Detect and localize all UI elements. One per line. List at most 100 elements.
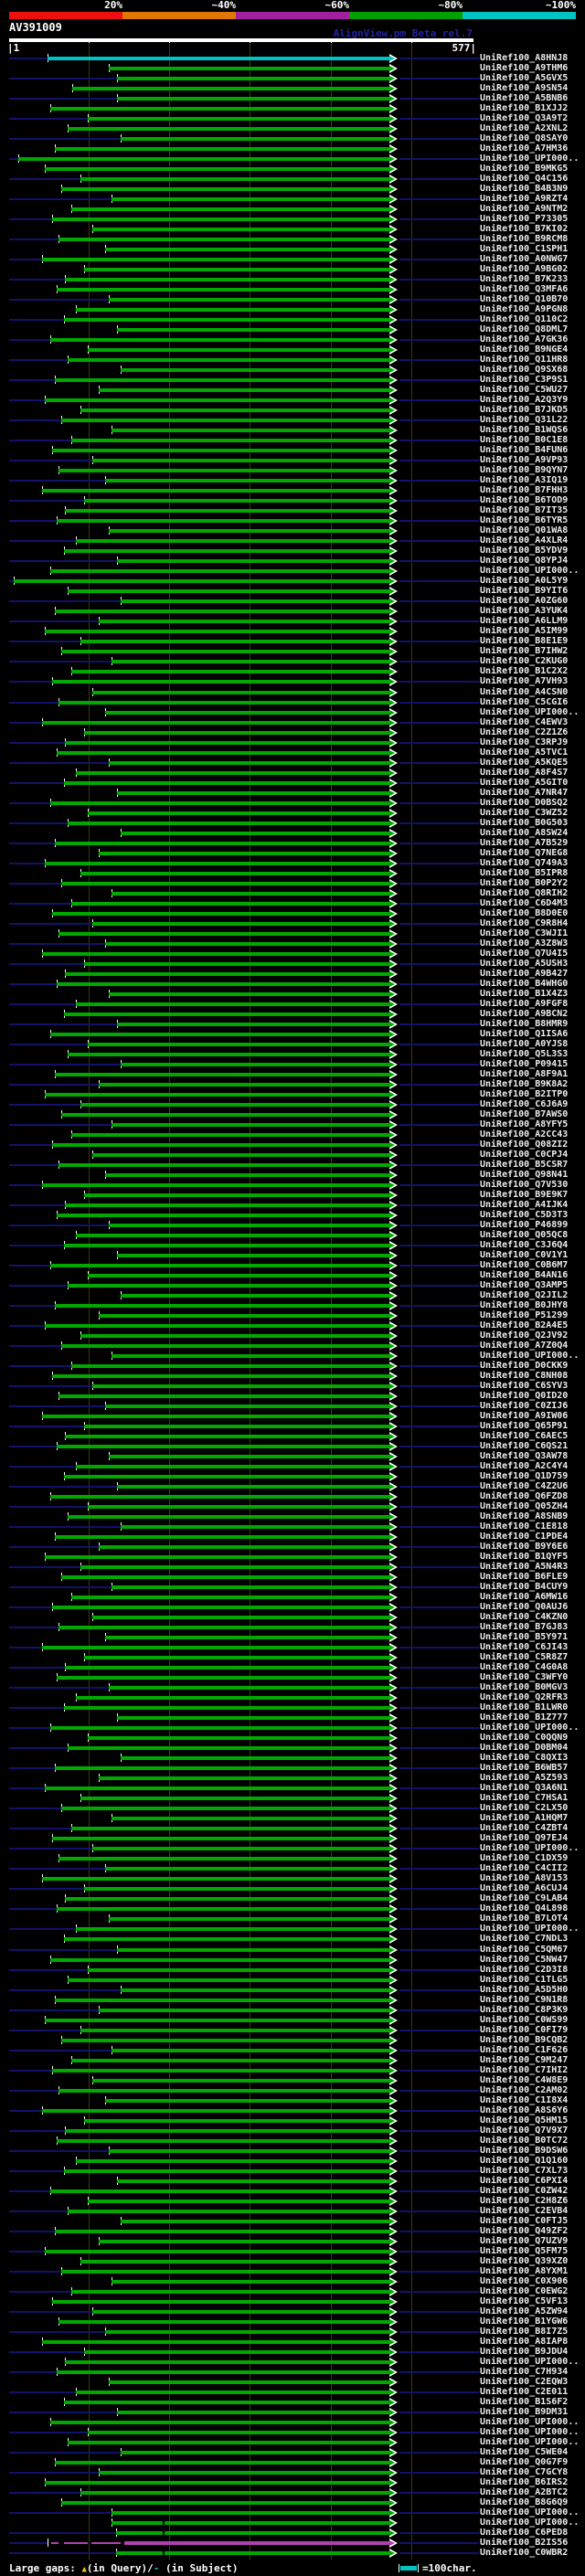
alignment-bar[interactable] xyxy=(109,2149,389,2153)
alignment-bar[interactable] xyxy=(109,1686,389,1690)
subject-label[interactable]: UniRef100_B9Y6E6 xyxy=(480,1542,569,1552)
subject-label[interactable]: UniRef100_C1PDE4 xyxy=(480,1532,569,1542)
alignment-bar[interactable] xyxy=(65,509,389,513)
subject-label[interactable]: UniRef100_C0FI79 xyxy=(480,2025,569,2035)
alignment-bar[interactable] xyxy=(84,1193,389,1197)
subject-label[interactable]: UniRef100_UPI000.. xyxy=(480,2518,580,2528)
alignment-bar[interactable] xyxy=(61,1575,389,1579)
subject-label[interactable]: UniRef100_UPI000.. xyxy=(480,2507,580,2518)
subject-label[interactable]: UniRef100_Q2JV92 xyxy=(480,1330,569,1341)
alignment-bar[interactable] xyxy=(92,1847,389,1850)
alignment-bar[interactable] xyxy=(99,2471,389,2475)
subject-label[interactable]: UniRef100_Q8DML7 xyxy=(480,324,569,334)
subject-label[interactable]: UniRef100_Q01WA8 xyxy=(480,525,569,535)
subject-label[interactable]: UniRef100_C7HSA1 xyxy=(480,1793,569,1803)
alignment-bar[interactable] xyxy=(117,1254,389,1257)
alignment-bar[interactable] xyxy=(57,288,389,292)
alignment-bar[interactable] xyxy=(121,1988,389,1992)
alignment-bar[interactable] xyxy=(84,731,389,735)
alignment-bar[interactable] xyxy=(64,1706,389,1710)
subject-label[interactable]: UniRef100_C0EWG2 xyxy=(480,2286,569,2296)
subject-label[interactable]: UniRef100_C4ZBT4 xyxy=(480,1823,569,1833)
subject-label[interactable]: UniRef100_B9E9K7 xyxy=(480,1190,569,1200)
alignment-bar[interactable] xyxy=(57,2370,389,2374)
subject-label[interactable]: UniRef100_C2LX50 xyxy=(480,1803,569,1813)
subject-label[interactable]: UniRef100_UPI000.. xyxy=(480,566,580,576)
alignment-bar[interactable] xyxy=(61,419,389,422)
subject-label[interactable]: UniRef100_Q3A6N1 xyxy=(480,1783,569,1793)
subject-label[interactable]: UniRef100_A2C4Y4 xyxy=(480,1461,569,1471)
alignment-bar[interactable] xyxy=(58,1394,389,1398)
alignment-bar[interactable] xyxy=(76,1465,389,1468)
alignment-bar[interactable] xyxy=(84,1887,389,1891)
alignment-bar[interactable] xyxy=(84,2119,389,2123)
alignment-bar[interactable] xyxy=(45,1555,389,1559)
subject-label[interactable]: UniRef100_B7JKD5 xyxy=(480,405,569,415)
alignment-bar[interactable] xyxy=(88,2200,389,2203)
subject-label[interactable]: UniRef100_UPI000.. xyxy=(480,2417,580,2427)
subject-label[interactable]: UniRef100_C0WBR2 xyxy=(480,2548,569,2558)
subject-label[interactable]: UniRef100_C5NW47 xyxy=(480,1955,569,1965)
subject-label[interactable]: UniRef100_C4KZN0 xyxy=(480,1612,569,1622)
alignment-bar[interactable] xyxy=(42,489,389,493)
subject-label[interactable]: UniRef100_UPI000.. xyxy=(480,1924,580,1934)
alignment-bar[interactable] xyxy=(92,1384,389,1388)
subject-label[interactable]: UniRef100_B6IRS2 xyxy=(480,2477,569,2487)
alignment-bar[interactable] xyxy=(84,1425,389,1428)
subject-label[interactable]: UniRef100_B0C1E8 xyxy=(480,435,569,445)
alignment-bar[interactable] xyxy=(92,2079,389,2083)
subject-label[interactable]: UniRef100_B1YGW6 xyxy=(480,2316,569,2327)
alignment-bar[interactable] xyxy=(65,1203,389,1207)
subject-label[interactable]: UniRef100_B9DM31 xyxy=(480,2407,569,2417)
alignment-bar[interactable] xyxy=(105,479,389,482)
subject-label[interactable]: UniRef100_C0WS99 xyxy=(480,2015,569,2025)
subject-label[interactable]: UniRef100_A5TVC1 xyxy=(480,747,569,758)
alignment-bar[interactable] xyxy=(58,2089,389,2093)
alignment-bar[interactable] xyxy=(45,1093,389,1097)
subject-label[interactable]: UniRef100_Q3AW78 xyxy=(480,1451,569,1461)
alignment-bar[interactable] xyxy=(55,147,389,151)
subject-label[interactable]: UniRef100_B9RCM8 xyxy=(480,234,569,244)
alignment-bar[interactable] xyxy=(68,589,389,593)
subject-label[interactable]: UniRef100_C4W8E9 xyxy=(480,2075,569,2085)
alignment-bar[interactable] xyxy=(84,962,389,966)
subject-label[interactable]: UniRef100_B5Y971 xyxy=(480,1632,569,1642)
subject-label[interactable]: UniRef100_C7NDL3 xyxy=(480,1934,569,1944)
alignment-bar[interactable] xyxy=(52,2069,389,2072)
alignment-bar[interactable] xyxy=(52,449,389,452)
subject-label[interactable]: UniRef100_A2XNL2 xyxy=(480,123,569,133)
subject-label[interactable]: UniRef100_B1QYF5 xyxy=(480,1552,569,1562)
subject-label[interactable]: UniRef100_C7XL73 xyxy=(480,2166,569,2176)
alignment-bar[interactable] xyxy=(109,761,389,765)
subject-label[interactable]: UniRef100_C1F626 xyxy=(480,2045,569,2055)
alignment-bar[interactable] xyxy=(117,1023,389,1026)
subject-label[interactable]: UniRef100_A8S6Y6 xyxy=(480,2105,569,2115)
alignment-bar[interactable] xyxy=(50,107,389,111)
subject-label[interactable]: UniRef100_UPI000.. xyxy=(480,707,580,717)
alignment-bar[interactable] xyxy=(105,1173,389,1177)
alignment-bar[interactable] xyxy=(109,1917,389,1921)
subject-label[interactable]: UniRef100_C0QQN9 xyxy=(480,1733,569,1743)
alignment-bar[interactable] xyxy=(88,1736,389,1740)
subject-label[interactable]: UniRef100_Q4L898 xyxy=(480,1903,569,1913)
subject-label[interactable]: UniRef100_B8HMR9 xyxy=(480,1019,569,1029)
alignment-bar[interactable] xyxy=(80,1797,389,1800)
alignment-bar[interactable] xyxy=(64,318,389,322)
subject-label[interactable]: UniRef100_C8NH08 xyxy=(480,1371,569,1381)
subject-label[interactable]: UniRef100_A8YXM1 xyxy=(480,2266,569,2276)
alignment-bar[interactable] xyxy=(50,1033,389,1036)
subject-label[interactable]: UniRef100_A8V153 xyxy=(480,1873,569,1883)
alignment-bar[interactable] xyxy=(52,1374,389,1378)
subject-label[interactable]: UniRef100_C3P9S1 xyxy=(480,375,569,385)
alignment-bar[interactable] xyxy=(121,2220,389,2223)
alignment-bar[interactable] xyxy=(117,328,389,332)
subject-label[interactable]: UniRef100_B9QYN7 xyxy=(480,465,569,475)
subject-label[interactable]: UniRef100_B9YIT6 xyxy=(480,586,569,596)
alignment-bar[interactable] xyxy=(65,1435,389,1438)
subject-label[interactable]: UniRef100_B4AN16 xyxy=(480,1270,569,1280)
subject-label[interactable]: UniRef100_B0JHY8 xyxy=(480,1300,569,1310)
subject-label[interactable]: UniRef100_A4IJK4 xyxy=(480,1200,569,1210)
subject-label[interactable]: UniRef100_A1HQM7 xyxy=(480,1813,569,1823)
subject-label[interactable]: UniRef100_A7B529 xyxy=(480,838,569,848)
subject-label[interactable]: UniRef100_C8P3K9 xyxy=(480,2005,569,2015)
